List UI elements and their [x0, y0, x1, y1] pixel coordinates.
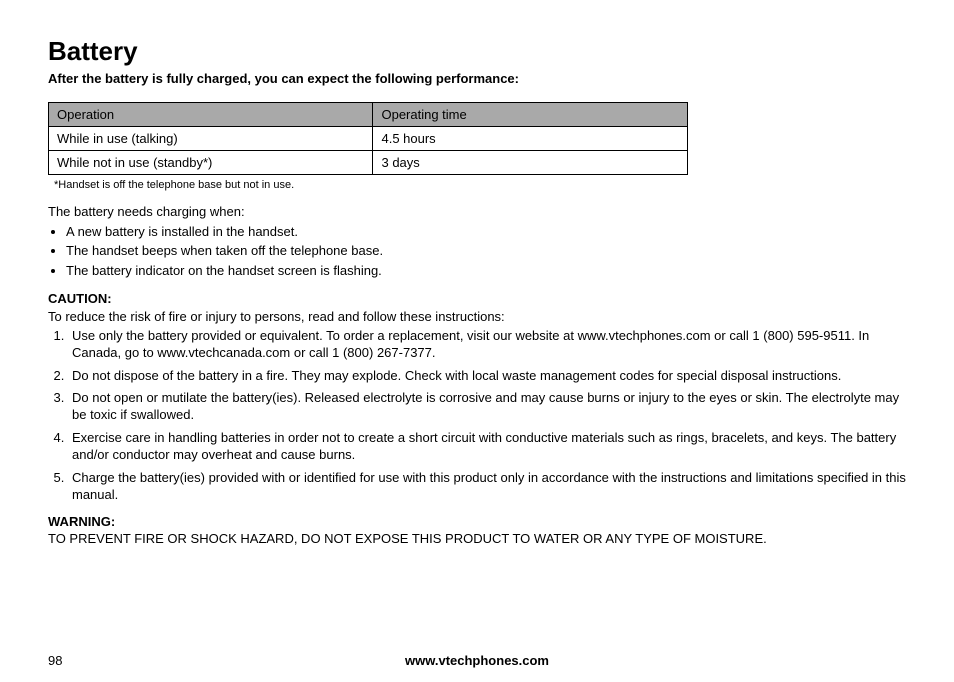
table-header-cell: Operation: [49, 103, 373, 127]
list-item: The handset beeps when taken off the tel…: [66, 242, 906, 260]
page-footer: 98 www.vtechphones.com: [48, 653, 906, 668]
page-title: Battery: [48, 36, 906, 67]
table-row: While not in use (standby*) 3 days: [49, 151, 688, 175]
performance-table: Operation Operating time While in use (t…: [48, 102, 688, 175]
list-item: Use only the battery provided or equival…: [68, 328, 906, 362]
caution-label: CAUTION:: [48, 291, 906, 306]
table-header-row: Operation Operating time: [49, 103, 688, 127]
caution-list: Use only the battery provided or equival…: [48, 328, 906, 504]
table-footnote: *Handset is off the telephone base but n…: [54, 179, 906, 191]
table-cell: While in use (talking): [49, 127, 373, 151]
charging-bullet-list: A new battery is installed in the handse…: [48, 223, 906, 280]
subtitle: After the battery is fully charged, you …: [48, 71, 906, 86]
page-number: 98: [48, 653, 62, 668]
table-cell: 3 days: [373, 151, 688, 175]
warning-body: TO PREVENT FIRE OR SHOCK HAZARD, DO NOT …: [48, 531, 906, 546]
list-item: A new battery is installed in the handse…: [66, 223, 906, 241]
list-item: Charge the battery(ies) provided with or…: [68, 470, 906, 504]
table-cell: While not in use (standby*): [49, 151, 373, 175]
list-item: The battery indicator on the handset scr…: [66, 262, 906, 280]
list-item: Do not open or mutilate the battery(ies)…: [68, 390, 906, 424]
table-header-cell: Operating time: [373, 103, 688, 127]
list-item: Do not dispose of the battery in a fire.…: [68, 368, 906, 385]
warning-label: WARNING:: [48, 514, 906, 529]
charging-intro: The battery needs charging when:: [48, 203, 906, 221]
footer-url: www.vtechphones.com: [48, 653, 906, 668]
caution-intro: To reduce the risk of fire or injury to …: [48, 308, 906, 326]
document-page: Battery After the battery is fully charg…: [0, 0, 954, 682]
table-row: While in use (talking) 4.5 hours: [49, 127, 688, 151]
table-cell: 4.5 hours: [373, 127, 688, 151]
list-item: Exercise care in handling batteries in o…: [68, 430, 906, 464]
